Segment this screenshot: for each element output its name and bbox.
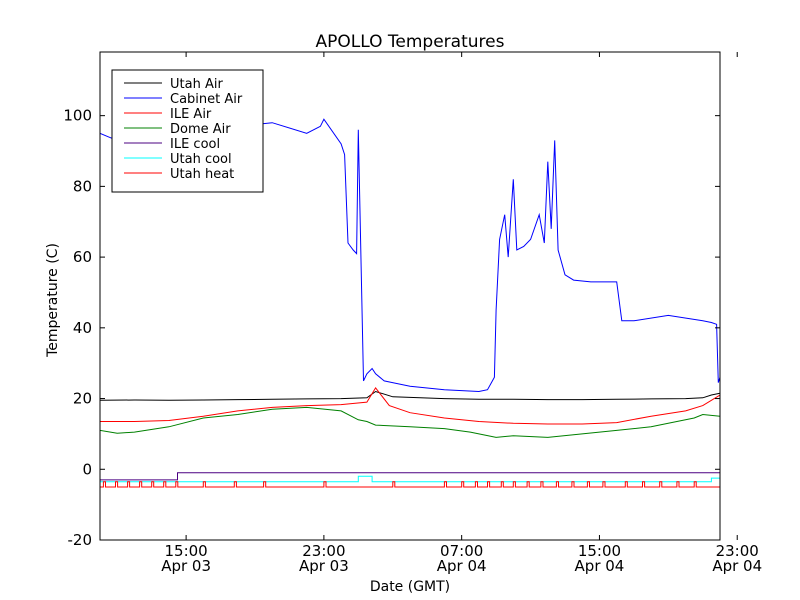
x-tick-label-time: 15:00 [578, 542, 621, 560]
plot-frame [99, 51, 721, 541]
y-tick-label: 0 [82, 460, 92, 478]
x-tick-label-date: Apr 04 [437, 557, 487, 575]
series-line-utah-heat [100, 481, 720, 488]
x-tick-label-time: 23:00 [716, 542, 759, 560]
legend-label: ILE Air [170, 107, 212, 122]
y-tick-label: 40 [73, 319, 92, 337]
legend-label: ILE cool [170, 137, 220, 152]
legend-label: Dome Air [170, 122, 231, 137]
legend-label: Utah Air [170, 77, 223, 92]
series-line-cabinet-air [100, 118, 720, 393]
legend-label: Utah cool [170, 152, 232, 167]
series-line-dome-air [100, 406, 720, 438]
series-line-utah-air [100, 390, 720, 401]
x-tick-label-time: 15:00 [164, 542, 207, 560]
y-axis-label: Temperature (C) [45, 243, 61, 358]
legend-box [111, 69, 264, 193]
x-tick-label-date: Apr 04 [575, 557, 625, 575]
x-axis-label: Date (GMT) [370, 579, 450, 595]
series-line-ile-air [100, 387, 720, 425]
y-tick-label: 80 [73, 177, 92, 195]
y-tick-label: 60 [73, 248, 92, 266]
y-tick-label: -20 [68, 531, 93, 549]
x-tick-label-date: Apr 03 [299, 557, 349, 575]
x-tick-label-time: 23:00 [302, 542, 345, 560]
series-line-utah-cool [100, 475, 720, 483]
chart-title: APOLLO Temperatures [316, 32, 505, 52]
legend-label: Cabinet Air [170, 92, 243, 107]
y-tick-label: 20 [73, 390, 92, 408]
y-tick-label: 100 [63, 107, 92, 125]
x-tick-label-date: Apr 03 [161, 557, 211, 575]
series-layer [100, 118, 720, 488]
x-tick-label-date: Apr 04 [712, 557, 762, 575]
legend-label: Utah heat [170, 167, 234, 182]
x-tick-label-time: 07:00 [440, 542, 483, 560]
series-line-ile-cool [100, 472, 720, 481]
